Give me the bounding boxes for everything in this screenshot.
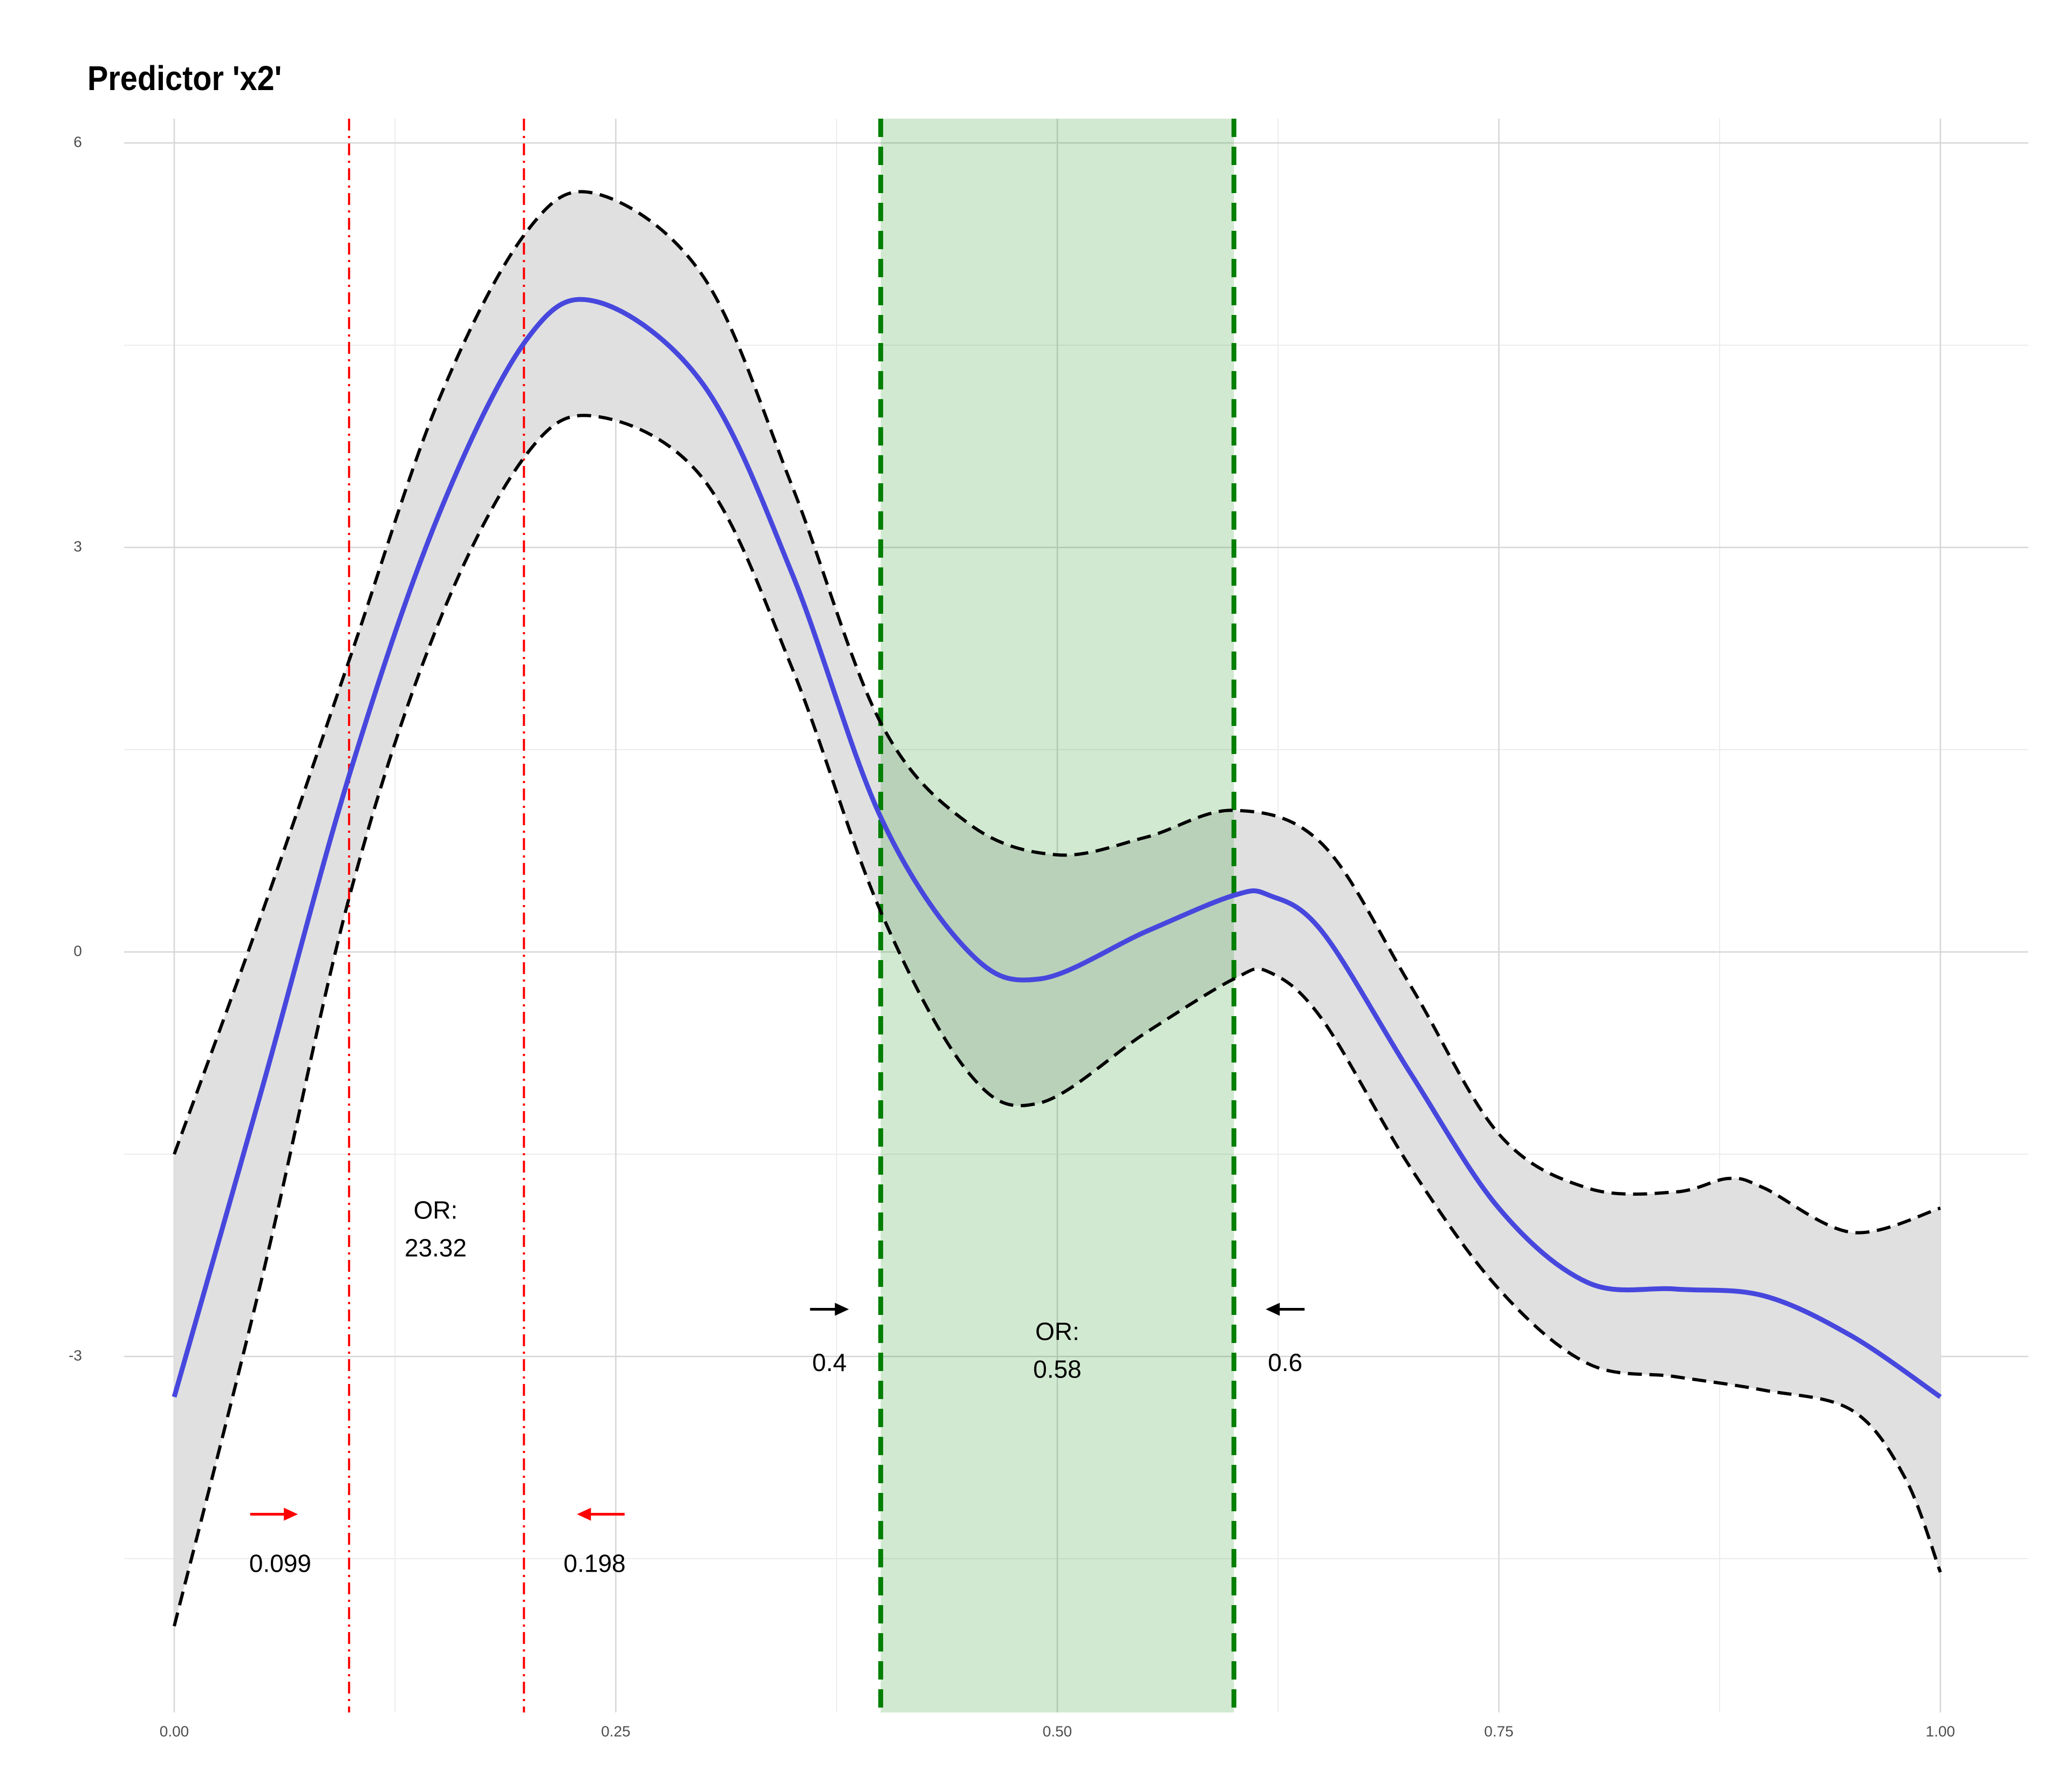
annotation-or-green-2: 0.58 bbox=[1033, 1355, 1082, 1383]
confidence-band bbox=[174, 191, 1940, 1626]
x-tick-label: 0.50 bbox=[1043, 1723, 1072, 1739]
estimate-line bbox=[172, 297, 1942, 1399]
lower-ci-line bbox=[173, 414, 1942, 1627]
upper-ci-line bbox=[173, 190, 1941, 1235]
y-tick-label: -3 bbox=[69, 1347, 82, 1363]
annotation-or-red-1: OR: bbox=[414, 1196, 458, 1224]
y-tick-label: 0 bbox=[73, 942, 82, 959]
arrow-left-black-head bbox=[1266, 1303, 1280, 1316]
x-tick-label: 0.00 bbox=[160, 1723, 189, 1739]
arrow-left-red-head bbox=[577, 1507, 591, 1521]
annotation-lbl-0.6: 0.6 bbox=[1268, 1348, 1302, 1376]
x-tick-label: 1.00 bbox=[1926, 1723, 1955, 1739]
annotation-lbl-0.099: 0.099 bbox=[249, 1550, 311, 1578]
arrow-right-red-head bbox=[284, 1507, 298, 1521]
x-tick-label: 0.75 bbox=[1484, 1723, 1514, 1739]
annotation-lbl-0.4: 0.4 bbox=[812, 1348, 847, 1376]
y-tick-label: 6 bbox=[73, 133, 82, 150]
annotation-or-red-2: 23.32 bbox=[405, 1234, 467, 1262]
annotation-or-green-1: OR: bbox=[1035, 1318, 1079, 1346]
x-tick-label: 0.25 bbox=[601, 1723, 631, 1739]
y-tick-label: 3 bbox=[73, 538, 82, 554]
arrow-right-black-head bbox=[835, 1303, 849, 1316]
chart-title: Predictor 'x2' bbox=[87, 59, 282, 98]
annotation-lbl-0.198: 0.198 bbox=[564, 1550, 626, 1578]
